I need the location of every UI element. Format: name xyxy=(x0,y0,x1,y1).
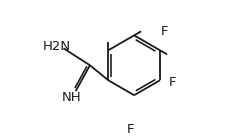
Text: F: F xyxy=(126,123,134,136)
Text: NH: NH xyxy=(62,91,81,104)
Text: F: F xyxy=(161,25,169,38)
Text: H2N: H2N xyxy=(43,40,71,53)
Text: F: F xyxy=(169,76,176,89)
